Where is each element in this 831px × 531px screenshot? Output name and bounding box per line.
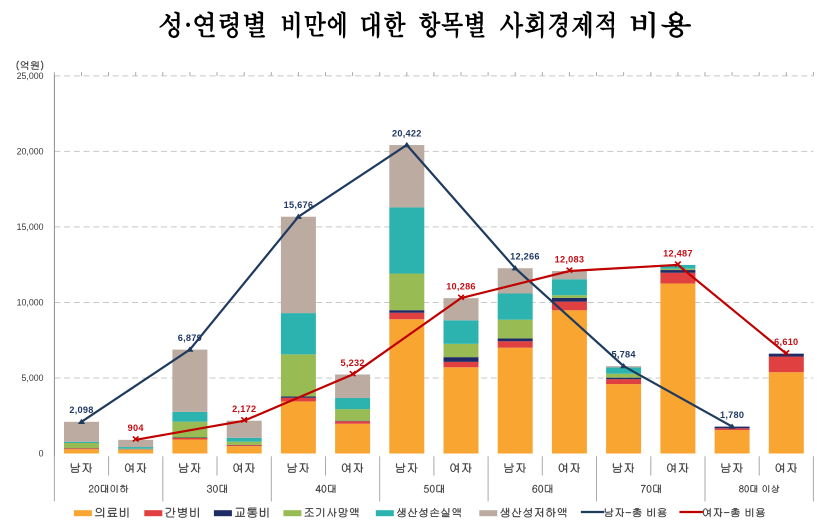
svg-text:12,487: 12,487 (663, 248, 693, 258)
svg-text:904: 904 (128, 423, 145, 433)
svg-text:0: 0 (39, 449, 44, 459)
svg-text:20,000: 20,000 (17, 147, 44, 157)
svg-text:5,784: 5,784 (611, 350, 636, 360)
svg-text:2,172: 2,172 (232, 404, 256, 414)
svg-text:12,266: 12,266 (510, 252, 540, 262)
svg-text:20,422: 20,422 (392, 128, 422, 138)
svg-text:15,000: 15,000 (17, 222, 44, 232)
svg-text:25,000: 25,000 (17, 71, 44, 81)
svg-text:5,232: 5,232 (340, 358, 364, 368)
svg-text:2,098: 2,098 (69, 405, 93, 415)
svg-text:6,610: 6,610 (774, 337, 798, 347)
svg-text:12,083: 12,083 (555, 254, 585, 264)
svg-text:10,000: 10,000 (17, 298, 44, 308)
svg-text:6,879: 6,879 (178, 333, 202, 343)
svg-text:10,286: 10,286 (446, 282, 476, 292)
svg-text:15,676: 15,676 (284, 200, 314, 210)
svg-text:5,000: 5,000 (21, 373, 43, 383)
svg-text:1,780: 1,780 (720, 410, 744, 420)
